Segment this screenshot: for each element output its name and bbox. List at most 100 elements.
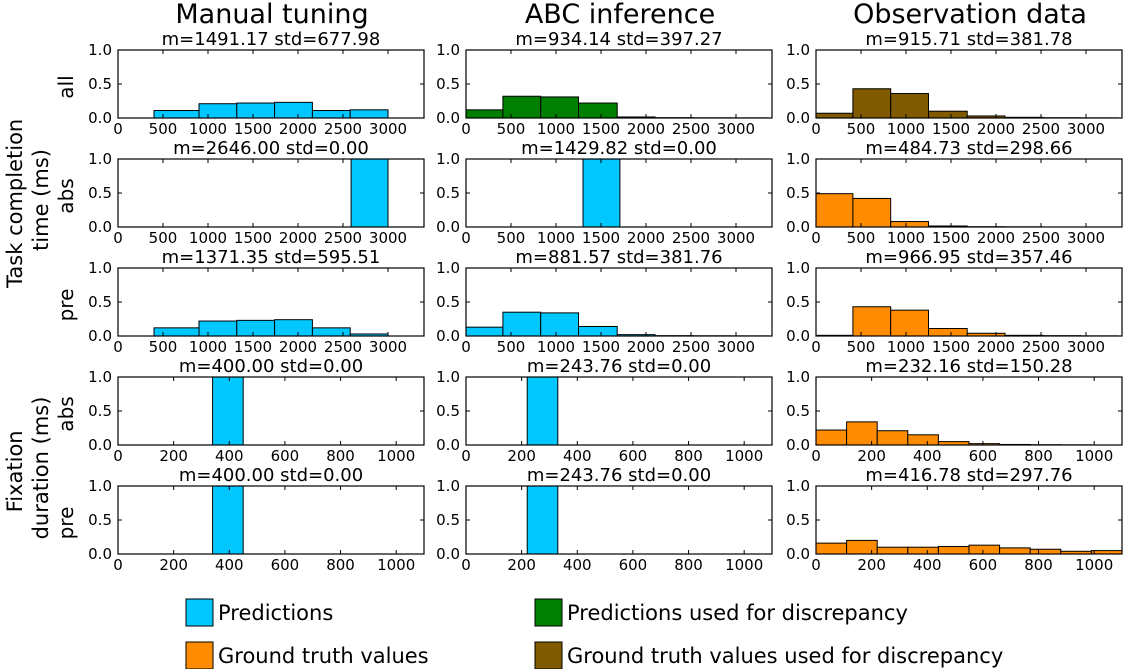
x-tick-label: 0 <box>811 229 821 247</box>
y-tick-label: 0.0 <box>786 327 810 345</box>
legend-label-predictions-discrepancy: Predictions used for discrepancy <box>567 601 908 625</box>
x-tick-label: 2500 <box>324 120 362 138</box>
panel-title: m=1371.35 std=595.51 <box>162 247 381 268</box>
y-tick-label: 0.5 <box>436 293 460 311</box>
x-tick-label: 800 <box>326 556 355 574</box>
y-tick-label: 0.0 <box>436 327 460 345</box>
x-tick-label: 0 <box>461 447 471 465</box>
y-tick-label: 1.0 <box>786 259 810 277</box>
axes-frame <box>117 485 425 555</box>
column-title-abc: ABC inference <box>525 0 715 30</box>
histogram-bar <box>311 327 351 337</box>
x-tick-label: 2500 <box>672 120 710 138</box>
histogram-bar <box>349 109 389 119</box>
x-tick-label: 500 <box>847 120 876 138</box>
histogram-bar <box>153 327 200 337</box>
x-tick-label: 1000 <box>887 120 925 138</box>
histogram-bar <box>502 95 542 119</box>
y-tick-label: 0.5 <box>436 511 460 529</box>
y-tick-label: 0.5 <box>436 184 460 202</box>
y-tick-label: 0.5 <box>88 75 112 93</box>
y-tick-label: 0.5 <box>436 402 460 420</box>
row-label-task-abs: abs <box>54 178 78 213</box>
legend-swatch-ground-truth-discrepancy <box>534 641 563 669</box>
y-tick-label: 1.0 <box>786 150 810 168</box>
x-tick-label: 0 <box>461 556 471 574</box>
histogram-bar <box>465 109 504 119</box>
y-tick-label: 0.0 <box>786 109 810 127</box>
y-tick-label: 1.0 <box>88 368 112 386</box>
x-tick-label: 3000 <box>369 229 407 247</box>
axes-frame <box>465 485 773 555</box>
x-tick-label: 800 <box>1024 556 1053 574</box>
histogram-bar <box>890 93 930 119</box>
panel-title: m=400.00 std=0.00 <box>179 356 363 377</box>
x-tick-label: 0 <box>113 447 123 465</box>
x-tick-label: 1000 <box>377 447 415 465</box>
histogram-panel-2-2: m=966.95 std=357.46 0.0 0.5 1.0 0 500 1000 1500… <box>786 247 1123 356</box>
x-tick-label: 0 <box>811 120 821 138</box>
histogram-bar <box>968 544 1001 555</box>
y-tick-label: 1.0 <box>88 259 112 277</box>
x-tick-label: 1000 <box>377 556 415 574</box>
x-tick-label: 400 <box>563 556 592 574</box>
histogram-panel-2-1: m=881.57 std=381.76 0.0 0.5 1.0 0 500 1000 1500… <box>436 247 773 356</box>
histogram-panel-1-2: m=484.73 std=298.66 0.0 0.5 1.0 0 500 1000 1500… <box>786 138 1123 247</box>
legend: Predictions Predictions used for discrep… <box>185 598 1003 669</box>
x-tick-label: 1000 <box>537 229 575 247</box>
x-tick-label: 600 <box>619 447 648 465</box>
x-tick-label: 1000 <box>537 120 575 138</box>
histogram-bar <box>540 96 580 119</box>
y-tick-label: 0.5 <box>786 402 810 420</box>
panel-title: m=232.16 std=150.28 <box>865 356 1072 377</box>
y-tick-label: 0.0 <box>786 545 810 563</box>
y-tick-label: 1.0 <box>786 41 810 59</box>
x-tick-label: 2000 <box>627 229 665 247</box>
histogram-panel-0-2: m=915.71 std=381.78 0.0 0.5 1.0 0 500 1000 1500… <box>786 29 1123 138</box>
panel-title: m=243.76 std=0.00 <box>527 356 711 377</box>
panel-title: m=2646.00 std=0.00 <box>173 138 369 159</box>
x-tick-label: 3000 <box>717 229 755 247</box>
histogram-bar <box>153 110 200 119</box>
row-label-fix-pre: pre <box>54 507 78 540</box>
y-tick-label: 0.0 <box>436 109 460 127</box>
histogram-bar <box>852 88 892 119</box>
histogram-panel-1-1: m=1429.82 std=0.00 0.0 0.5 1.0 0 500 1000 1500 2… <box>436 138 773 247</box>
histogram-panel-3-2: m=232.16 std=150.28 0.0 0.5 1.0 0 200 400 600 80… <box>786 356 1123 465</box>
x-tick-label: 1500 <box>932 120 970 138</box>
histogram-bar <box>815 112 854 119</box>
x-tick-label: 0 <box>113 229 123 247</box>
x-tick-label: 0 <box>113 338 123 356</box>
column-titles: Manual tuning ABC inference Observation … <box>175 0 1087 30</box>
x-tick-label: 2000 <box>627 338 665 356</box>
x-tick-label: 1500 <box>932 338 970 356</box>
x-tick-label: 200 <box>857 556 886 574</box>
histogram-bar <box>928 110 968 119</box>
x-tick-label: 2000 <box>977 120 1015 138</box>
x-tick-label: 500 <box>847 229 876 247</box>
histogram-bar <box>937 546 970 555</box>
x-tick-label: 1500 <box>582 338 620 356</box>
histogram-bar <box>578 325 618 337</box>
x-tick-label: 1000 <box>887 338 925 356</box>
histogram-bar <box>815 193 854 228</box>
x-tick-label: 3000 <box>369 120 407 138</box>
y-tick-label: 0.0 <box>88 436 112 454</box>
y-tick-label: 0.0 <box>88 545 112 563</box>
histogram-panel-4-2: m=416.78 std=297.76 0.0 0.5 1.0 0 200 400 600 80… <box>786 465 1123 574</box>
histogram-bar <box>198 103 238 119</box>
x-tick-label: 200 <box>159 556 188 574</box>
x-tick-label: 2500 <box>672 338 710 356</box>
y-tick-label: 1.0 <box>88 150 112 168</box>
x-tick-label: 0 <box>113 556 123 574</box>
legend-label-ground-truth: Ground truth values <box>218 644 429 668</box>
x-tick-label: 2000 <box>279 120 317 138</box>
panel-title: m=915.71 std=381.78 <box>865 29 1072 50</box>
histogram-bar <box>236 102 276 119</box>
y-tick-label: 1.0 <box>88 477 112 495</box>
histogram-bar <box>890 221 930 228</box>
x-tick-label: 400 <box>913 447 942 465</box>
histogram-bar <box>274 101 313 119</box>
histogram-bar <box>852 197 892 228</box>
legend-swatch-predictions-discrepancy <box>534 598 563 627</box>
